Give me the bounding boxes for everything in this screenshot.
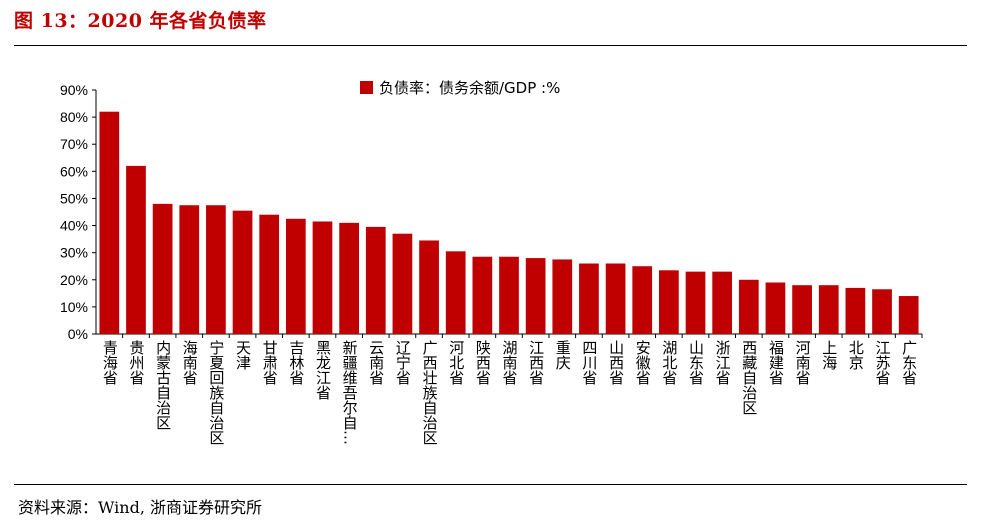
bar — [259, 214, 280, 334]
bar — [579, 263, 599, 334]
x-tick-label: 宁夏回族自治区 — [207, 340, 225, 445]
bar — [738, 279, 759, 334]
bar — [659, 270, 679, 334]
x-tick-label: 福建省 — [767, 340, 785, 385]
x-tick-label: 云南省 — [367, 340, 385, 385]
x-tick-label: 黑龙江省 — [314, 340, 332, 400]
x-tick-label: 甘肃省 — [261, 340, 279, 385]
y-tick-label: 90% — [60, 82, 88, 98]
bar — [339, 222, 359, 334]
bar — [179, 205, 200, 334]
bar — [872, 289, 892, 334]
bar — [765, 282, 786, 334]
x-tick-label: 河北省 — [447, 340, 465, 385]
x-tick-label: 江西省 — [527, 340, 545, 385]
bar — [792, 285, 812, 334]
bar — [365, 226, 386, 334]
bar — [632, 266, 653, 334]
bar — [392, 233, 413, 334]
x-tick-label: 河南省 — [794, 340, 812, 385]
x-tick-label: 广东省 — [900, 340, 918, 385]
y-tick-label: 40% — [60, 218, 88, 234]
x-tick-label: 吉林省 — [287, 340, 305, 385]
x-tick-label: 西藏自治区 — [740, 340, 758, 415]
bar — [232, 210, 253, 334]
y-tick-label: 10% — [60, 299, 88, 315]
x-tick-label: 海南省 — [181, 340, 199, 385]
bar — [285, 218, 306, 334]
bar — [685, 271, 706, 334]
bar — [445, 251, 466, 334]
x-tick-label: 安徽省 — [634, 340, 652, 385]
legend-swatch — [360, 81, 373, 94]
y-tick-label: 20% — [60, 272, 88, 288]
x-tick-label: 内蒙古自治区 — [154, 340, 172, 430]
y-tick-label: 50% — [60, 190, 88, 206]
bar — [605, 263, 626, 334]
bar — [499, 256, 519, 334]
x-tick-label: 江苏省 — [874, 340, 892, 385]
x-tick-label: 山西省 — [607, 340, 625, 385]
x-tick-label: 青海省 — [101, 340, 119, 385]
bar — [126, 165, 146, 334]
bar — [419, 240, 439, 334]
y-tick-label: 60% — [60, 163, 88, 179]
x-tick-label: 广西壮族自治区 — [421, 340, 439, 445]
bar — [152, 203, 173, 334]
x-tick-label: 重庆 — [554, 340, 572, 370]
figure-title: 图 13：2020 年各省负债率 — [14, 10, 267, 32]
x-tick-label: 辽宁省 — [394, 340, 412, 385]
x-tick-label: 山东省 — [687, 340, 705, 385]
bar — [472, 256, 493, 334]
y-tick-label: 70% — [60, 136, 88, 152]
y-tick-label: 0% — [68, 326, 88, 342]
x-tick-label: 上海 — [820, 340, 838, 370]
top-divider — [14, 45, 967, 46]
y-tick-label: 80% — [60, 109, 88, 125]
bar — [898, 296, 919, 334]
bar — [206, 205, 226, 334]
x-tick-label: 浙江省 — [714, 340, 732, 385]
x-tick-label: 陕西省 — [474, 340, 492, 385]
x-tick-label: 贵州省 — [127, 340, 145, 385]
x-tick-label: 北京 — [847, 340, 865, 371]
bottom-divider — [14, 484, 967, 485]
bar — [312, 221, 333, 334]
x-tick-label: 湖北省 — [660, 340, 678, 385]
y-tick-label: 30% — [60, 245, 88, 261]
bar — [712, 271, 733, 334]
x-tick-label: 天津 — [234, 340, 252, 370]
bar — [99, 111, 120, 334]
bar — [552, 259, 573, 334]
x-tick-label: 新疆维吾尔自… — [341, 340, 359, 445]
bar — [525, 258, 546, 334]
bar — [818, 285, 839, 334]
x-tick-label: 湖南省 — [501, 340, 519, 385]
source-note: 资料来源：Wind, 浙商证券研究所 — [18, 498, 263, 517]
x-tick-label: 四川省 — [580, 340, 598, 385]
legend-label: 负债率：债务余额/GDP :% — [379, 79, 560, 97]
bar — [845, 287, 866, 334]
